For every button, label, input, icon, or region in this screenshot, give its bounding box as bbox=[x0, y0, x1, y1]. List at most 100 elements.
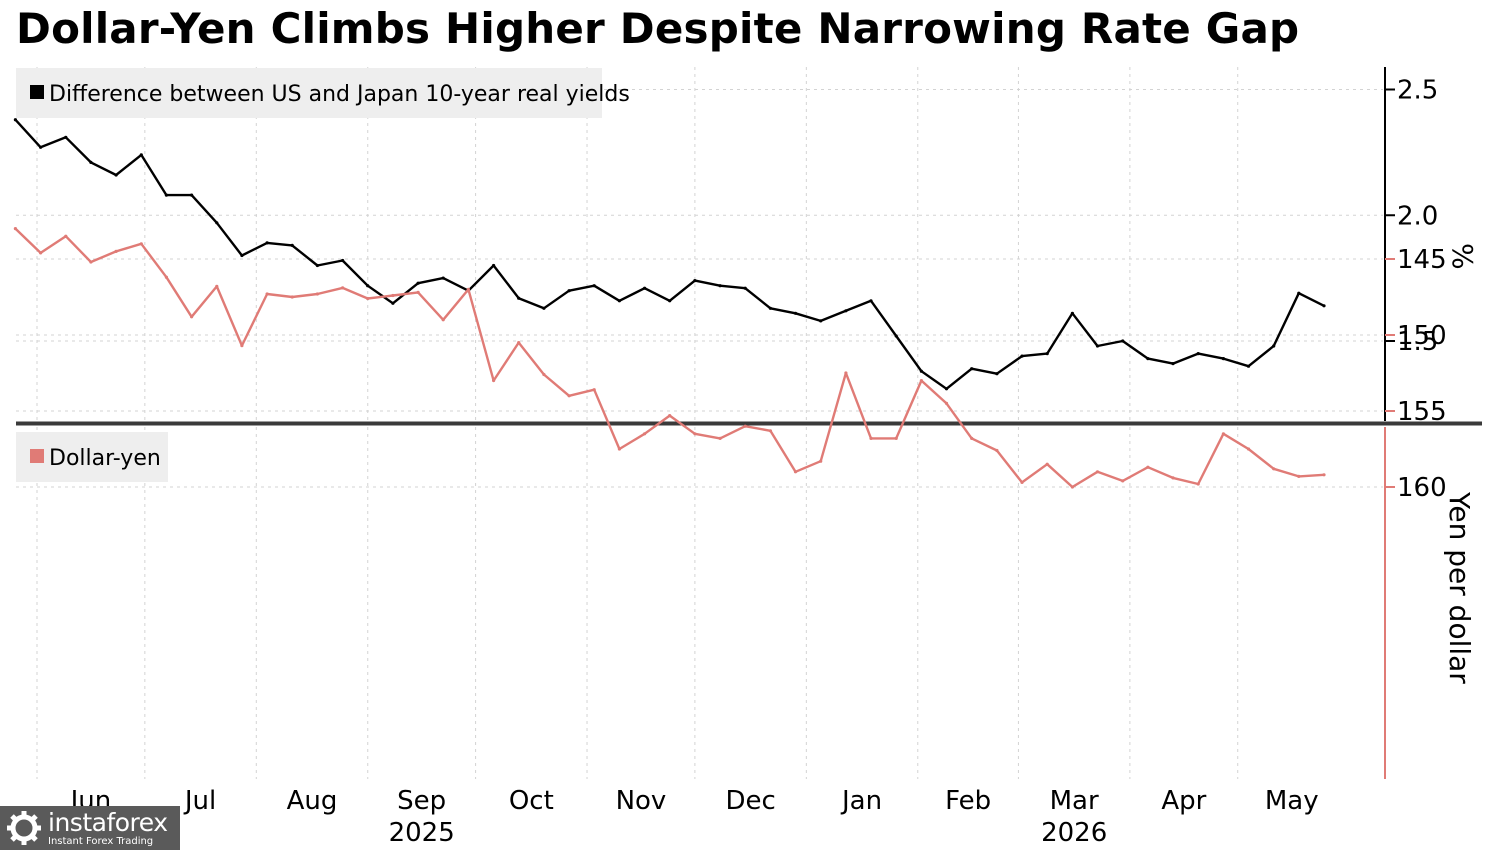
data-point-0-7 bbox=[190, 193, 194, 197]
ytick-label-1-1: 155 bbox=[1397, 397, 1447, 427]
data-point-1-23 bbox=[592, 388, 596, 392]
data-point-0-40 bbox=[1020, 354, 1024, 358]
xtick-label-8: Feb bbox=[945, 786, 991, 816]
data-point-1-26 bbox=[668, 414, 672, 418]
ytick-label-0-1: 2.0 bbox=[1397, 201, 1438, 231]
data-point-0-29 bbox=[743, 286, 747, 290]
data-point-1-24 bbox=[617, 447, 622, 451]
data-point-1-19 bbox=[492, 379, 496, 383]
data-point-1-35 bbox=[894, 436, 898, 440]
data-point-0-14 bbox=[366, 284, 370, 288]
data-point-1-39 bbox=[995, 448, 999, 453]
data-point-1-45 bbox=[1146, 465, 1150, 469]
data-point-1-9 bbox=[240, 344, 244, 348]
ytick-label-1-0: 160 bbox=[1397, 473, 1447, 503]
data-point-0-51 bbox=[1297, 291, 1301, 295]
data-point-0-30 bbox=[768, 306, 773, 310]
y-axis-title-1: Yen per dollar bbox=[1443, 491, 1476, 684]
data-point-0-43 bbox=[1095, 344, 1100, 348]
data-point-1-52 bbox=[1322, 473, 1326, 477]
data-point-0-23 bbox=[592, 284, 596, 288]
data-point-1-22 bbox=[567, 394, 571, 398]
watermark-tagline: Instant Forex Trading bbox=[48, 835, 154, 847]
data-point-1-38 bbox=[970, 436, 974, 440]
data-point-1-42 bbox=[1070, 485, 1074, 489]
xtick-label-1: Jul bbox=[183, 786, 216, 816]
data-point-0-1 bbox=[39, 145, 43, 149]
data-point-0-4 bbox=[114, 173, 118, 177]
data-point-0-36 bbox=[919, 369, 924, 373]
data-point-0-0 bbox=[13, 118, 17, 122]
data-point-1-30 bbox=[768, 429, 773, 433]
data-point-0-21 bbox=[542, 306, 546, 310]
data-point-0-16 bbox=[416, 281, 420, 285]
data-point-1-48 bbox=[1221, 432, 1225, 436]
data-point-1-40 bbox=[1020, 480, 1024, 484]
data-point-0-46 bbox=[1171, 362, 1175, 366]
data-point-1-51 bbox=[1297, 474, 1301, 478]
xtick-label-10: Apr bbox=[1161, 786, 1206, 816]
legends: Difference between US and Japan 10-year … bbox=[16, 68, 630, 482]
ytick-label-0-0: 2.5 bbox=[1397, 76, 1438, 106]
data-point-1-10 bbox=[265, 292, 269, 296]
data-point-1-28 bbox=[718, 436, 722, 440]
data-point-0-50 bbox=[1272, 344, 1276, 348]
data-point-1-8 bbox=[215, 284, 219, 288]
data-point-1-16 bbox=[416, 290, 420, 294]
legend-box-0 bbox=[16, 68, 602, 118]
data-point-1-47 bbox=[1196, 482, 1200, 486]
data-point-0-45 bbox=[1146, 357, 1150, 361]
year-label-0: 2025 bbox=[389, 818, 455, 848]
data-point-1-49 bbox=[1246, 447, 1251, 451]
data-point-0-35 bbox=[894, 334, 898, 338]
data-point-0-31 bbox=[793, 311, 798, 315]
data-point-0-32 bbox=[819, 319, 823, 323]
data-point-1-4 bbox=[114, 249, 118, 253]
data-point-1-31 bbox=[793, 470, 798, 474]
data-point-1-2 bbox=[64, 234, 68, 238]
legend-swatch-0 bbox=[30, 85, 44, 99]
data-point-1-37 bbox=[944, 401, 949, 405]
xtick-label-9: Mar bbox=[1050, 786, 1099, 816]
data-point-1-29 bbox=[743, 424, 747, 428]
data-point-1-7 bbox=[190, 315, 194, 319]
data-point-0-52 bbox=[1322, 304, 1326, 308]
watermark-name: instaforex bbox=[48, 807, 168, 837]
data-point-0-48 bbox=[1221, 357, 1225, 361]
data-point-0-22 bbox=[567, 289, 571, 293]
data-point-1-21 bbox=[542, 372, 546, 377]
data-point-1-12 bbox=[315, 292, 319, 296]
data-point-1-1 bbox=[39, 251, 43, 255]
data-point-0-38 bbox=[970, 367, 974, 371]
data-point-0-8 bbox=[215, 221, 219, 225]
data-point-0-10 bbox=[265, 241, 269, 245]
data-point-1-13 bbox=[341, 286, 345, 290]
data-point-0-47 bbox=[1196, 352, 1200, 356]
ytick-label-0-2: 1.5 bbox=[1397, 327, 1438, 357]
data-point-1-17 bbox=[441, 318, 445, 322]
xtick-label-2: Aug bbox=[287, 786, 338, 816]
series-lines bbox=[13, 118, 1326, 489]
data-point-1-6 bbox=[164, 275, 168, 279]
data-point-0-49 bbox=[1246, 364, 1251, 368]
gridlines bbox=[16, 67, 1383, 779]
data-point-0-13 bbox=[341, 258, 345, 263]
data-point-1-18 bbox=[466, 287, 470, 291]
data-point-1-50 bbox=[1272, 467, 1276, 471]
data-point-1-15 bbox=[391, 293, 395, 298]
data-point-0-19 bbox=[492, 263, 496, 268]
data-point-1-34 bbox=[869, 436, 873, 440]
gear-icon bbox=[7, 811, 41, 845]
data-point-1-14 bbox=[366, 296, 370, 301]
data-point-1-20 bbox=[517, 341, 521, 345]
data-point-0-28 bbox=[718, 284, 722, 288]
xtick-label-7: Jan bbox=[840, 786, 882, 816]
xtick-label-6: Dec bbox=[725, 786, 775, 816]
xtick-label-11: May bbox=[1265, 786, 1319, 816]
data-point-1-25 bbox=[643, 432, 647, 436]
data-point-1-33 bbox=[844, 371, 848, 375]
data-point-1-0 bbox=[13, 227, 17, 231]
data-point-1-11 bbox=[290, 295, 294, 299]
legend-label-0: Difference between US and Japan 10-year … bbox=[49, 82, 630, 107]
